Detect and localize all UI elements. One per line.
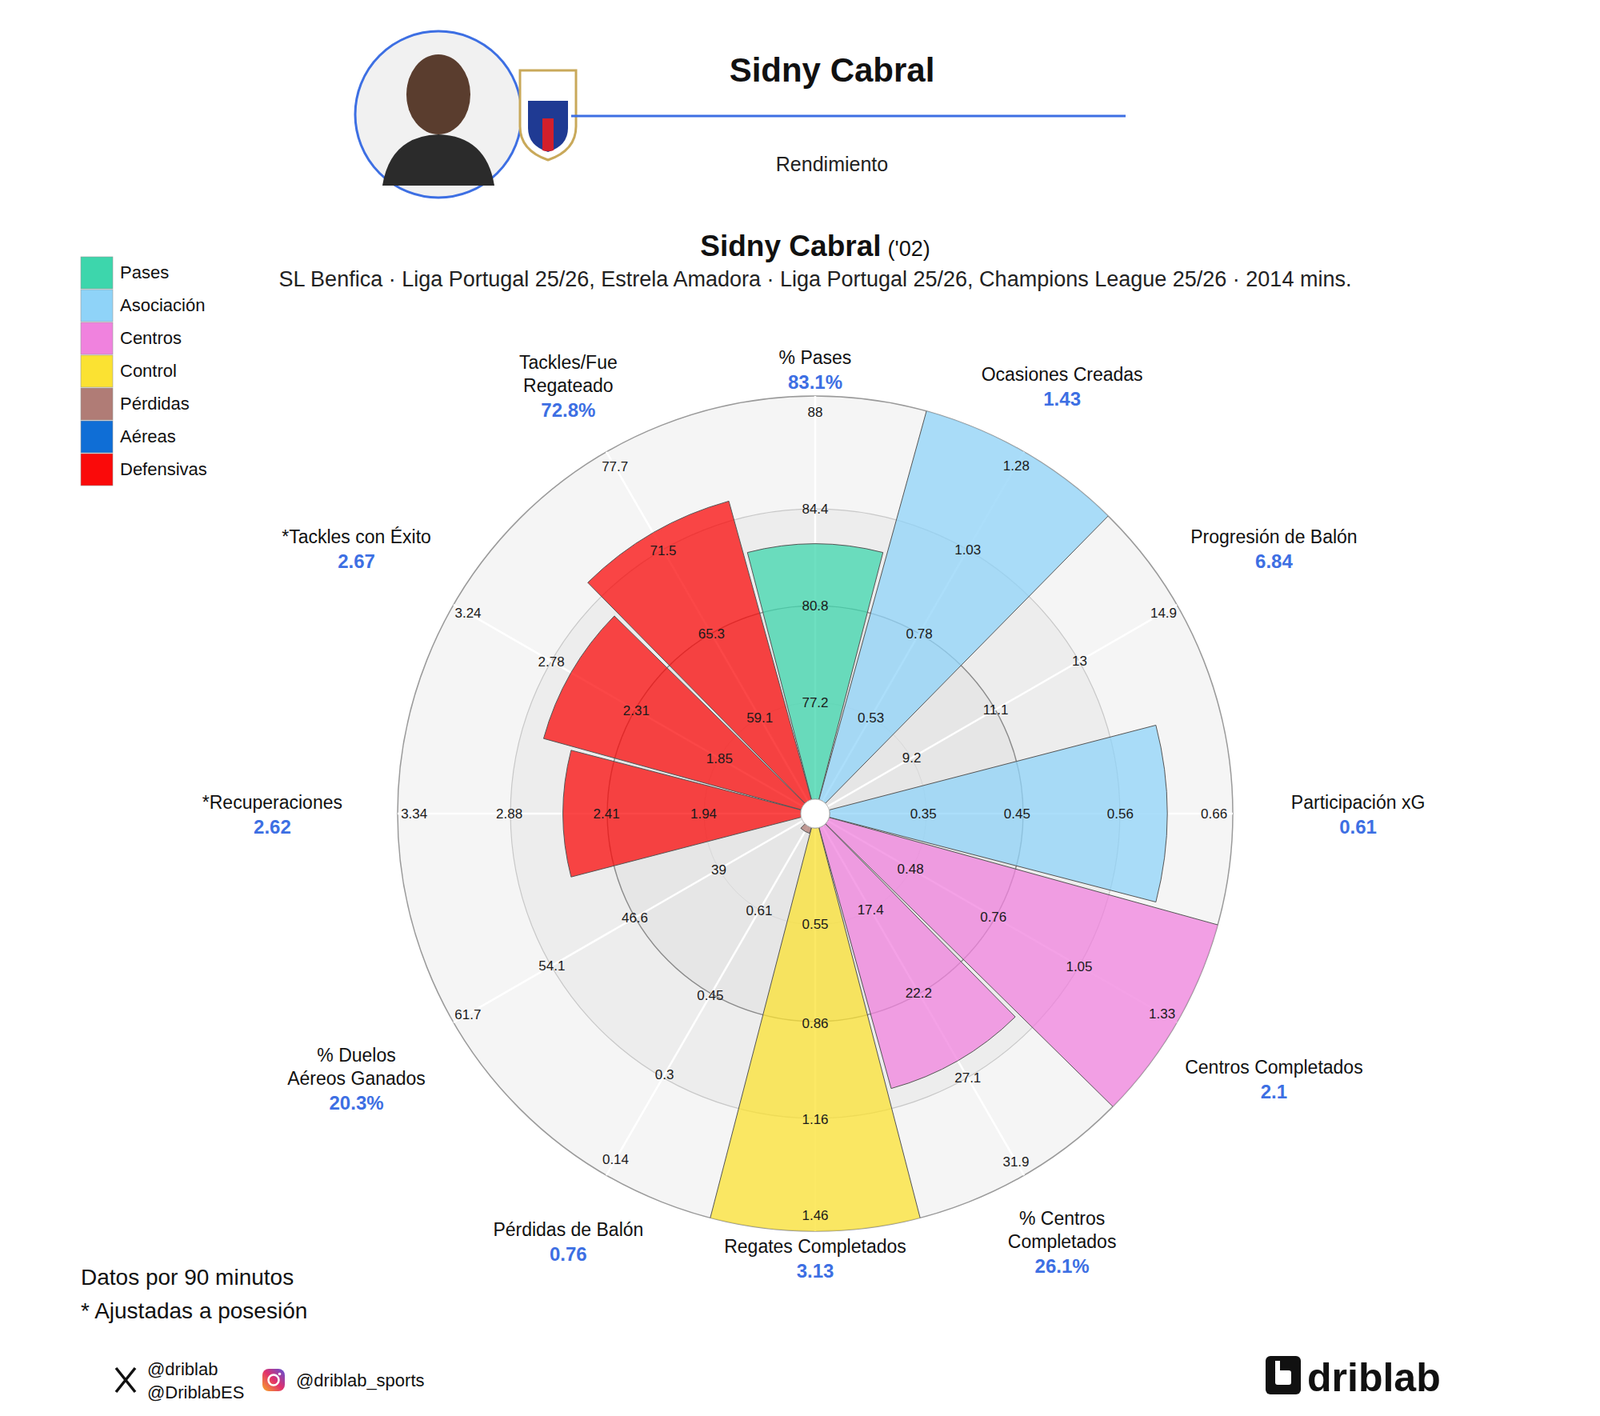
svg-text:26.1%: 26.1% xyxy=(1035,1255,1090,1277)
svg-text:Rendimiento: Rendimiento xyxy=(776,152,888,176)
svg-text:0.35: 0.35 xyxy=(910,806,937,822)
svg-text:27.1: 27.1 xyxy=(954,1070,981,1086)
svg-text:SL Benfica · Liga Portugal 25/: SL Benfica · Liga Portugal 25/26, Estrel… xyxy=(279,267,1352,292)
svg-text:31.9: 31.9 xyxy=(1002,1154,1029,1170)
svg-text:1.85: 1.85 xyxy=(706,751,733,767)
svg-text:17.4: 17.4 xyxy=(857,902,884,918)
svg-text:0.76: 0.76 xyxy=(549,1243,588,1265)
svg-text:1.05: 1.05 xyxy=(1065,959,1092,975)
svg-text:59.1: 59.1 xyxy=(746,710,773,726)
svg-text:77.7: 77.7 xyxy=(601,459,628,475)
svg-text:0.45: 0.45 xyxy=(696,988,724,1004)
svg-text:1.16: 1.16 xyxy=(801,1112,828,1128)
svg-text:Ocasiones Creadas: Ocasiones Creadas xyxy=(981,364,1144,385)
svg-text:0.45: 0.45 xyxy=(1004,806,1031,822)
svg-text:1.94: 1.94 xyxy=(690,806,717,822)
svg-text:2.41: 2.41 xyxy=(592,806,620,822)
svg-text:Datos por 90 minutos: Datos por 90 minutos xyxy=(80,1264,294,1290)
svg-text:Pases: Pases xyxy=(120,262,169,283)
svg-text:22.2: 22.2 xyxy=(905,985,932,1001)
svg-text:driblab: driblab xyxy=(1307,1355,1441,1400)
svg-text:39: 39 xyxy=(711,862,727,878)
svg-text:0.76: 0.76 xyxy=(980,909,1007,925)
svg-text:Centros: Centros xyxy=(120,328,182,348)
svg-text:Pérdidas: Pérdidas xyxy=(120,393,190,414)
svg-text:Sidny Cabral: Sidny Cabral xyxy=(729,51,936,89)
svg-text:*Recuperaciones: *Recuperaciones xyxy=(202,792,343,813)
svg-text:1.46: 1.46 xyxy=(801,1208,828,1224)
svg-text:65.3: 65.3 xyxy=(698,626,725,642)
svg-text:Centros Completados: Centros Completados xyxy=(1184,1056,1363,1078)
svg-text:0.61: 0.61 xyxy=(1339,816,1377,838)
svg-text:Sidny Cabral('02): Sidny Cabral('02) xyxy=(700,229,930,263)
svg-text:0.86: 0.86 xyxy=(801,1016,828,1032)
svg-text:@DriblabES: @DriblabES xyxy=(147,1382,244,1403)
svg-text:@driblab_sports: @driblab_sports xyxy=(296,1370,425,1391)
svg-text:Participación xG: Participación xG xyxy=(1291,792,1425,813)
svg-text:14.9: 14.9 xyxy=(1150,605,1177,621)
svg-text:71.5: 71.5 xyxy=(649,543,676,559)
svg-text:Pérdidas de Balón: Pérdidas de Balón xyxy=(492,1219,644,1240)
svg-text:2.67: 2.67 xyxy=(337,550,376,572)
svg-text:88: 88 xyxy=(808,404,824,420)
svg-text:* Ajustadas a posesión: * Ajustadas a posesión xyxy=(80,1298,308,1324)
svg-text:20.3%: 20.3% xyxy=(329,1092,384,1114)
svg-text:Control: Control xyxy=(120,360,177,381)
svg-text:% Pases: % Pases xyxy=(779,347,852,368)
svg-text:13: 13 xyxy=(1072,653,1088,669)
svg-text:2.62: 2.62 xyxy=(253,816,292,838)
svg-text:2.31: 2.31 xyxy=(623,703,650,719)
svg-text:54.1: 54.1 xyxy=(538,958,565,974)
svg-text:2.88: 2.88 xyxy=(496,806,523,822)
svg-text:9.2: 9.2 xyxy=(902,750,922,766)
svg-text:46.6: 46.6 xyxy=(621,910,648,926)
svg-text:2.1: 2.1 xyxy=(1260,1080,1288,1103)
svg-text:Tackles/FueRegateado: Tackles/FueRegateado xyxy=(519,352,618,396)
svg-text:@driblab: @driblab xyxy=(147,1359,218,1380)
svg-text:2.78: 2.78 xyxy=(538,654,565,670)
svg-text:Progresión de Balón: Progresión de Balón xyxy=(1190,526,1357,548)
svg-text:1.43: 1.43 xyxy=(1043,388,1081,410)
svg-text:*Tackles con Éxito: *Tackles con Éxito xyxy=(281,526,432,548)
svg-text:0.14: 0.14 xyxy=(602,1152,629,1168)
svg-text:0.48: 0.48 xyxy=(897,861,924,877)
svg-text:% DuelosAéreos Ganados: % DuelosAéreos Ganados xyxy=(287,1044,426,1089)
svg-text:0.78: 0.78 xyxy=(906,626,933,642)
svg-text:Regates Completados: Regates Completados xyxy=(724,1236,907,1257)
svg-text:0.61: 0.61 xyxy=(745,903,772,919)
svg-text:0.3: 0.3 xyxy=(655,1067,675,1083)
svg-text:1.28: 1.28 xyxy=(1003,458,1030,474)
svg-text:Asociación: Asociación xyxy=(120,295,205,316)
svg-text:11.1: 11.1 xyxy=(983,702,1009,718)
svg-text:3.34: 3.34 xyxy=(400,806,428,822)
svg-text:80.8: 80.8 xyxy=(801,598,828,614)
svg-text:3.24: 3.24 xyxy=(454,605,481,621)
svg-text:1.03: 1.03 xyxy=(954,542,981,558)
svg-text:72.8%: 72.8% xyxy=(540,399,596,421)
svg-text:83.1%: 83.1% xyxy=(788,371,843,393)
svg-text:3.13: 3.13 xyxy=(796,1260,835,1282)
svg-text:Defensivas: Defensivas xyxy=(120,459,208,480)
svg-text:84.4: 84.4 xyxy=(801,501,828,517)
svg-text:0.56: 0.56 xyxy=(1107,806,1134,822)
svg-text:61.7: 61.7 xyxy=(454,1007,481,1023)
svg-text:0.53: 0.53 xyxy=(857,709,884,725)
svg-text:0.66: 0.66 xyxy=(1200,806,1228,822)
svg-text:0.55: 0.55 xyxy=(801,916,828,932)
svg-text:Aéreas: Aéreas xyxy=(120,426,176,447)
svg-text:6.84: 6.84 xyxy=(1255,550,1293,572)
svg-text:1.33: 1.33 xyxy=(1148,1006,1176,1022)
svg-text:% CentrosCompletados: % CentrosCompletados xyxy=(1008,1208,1117,1252)
svg-text:77.2: 77.2 xyxy=(801,695,828,711)
